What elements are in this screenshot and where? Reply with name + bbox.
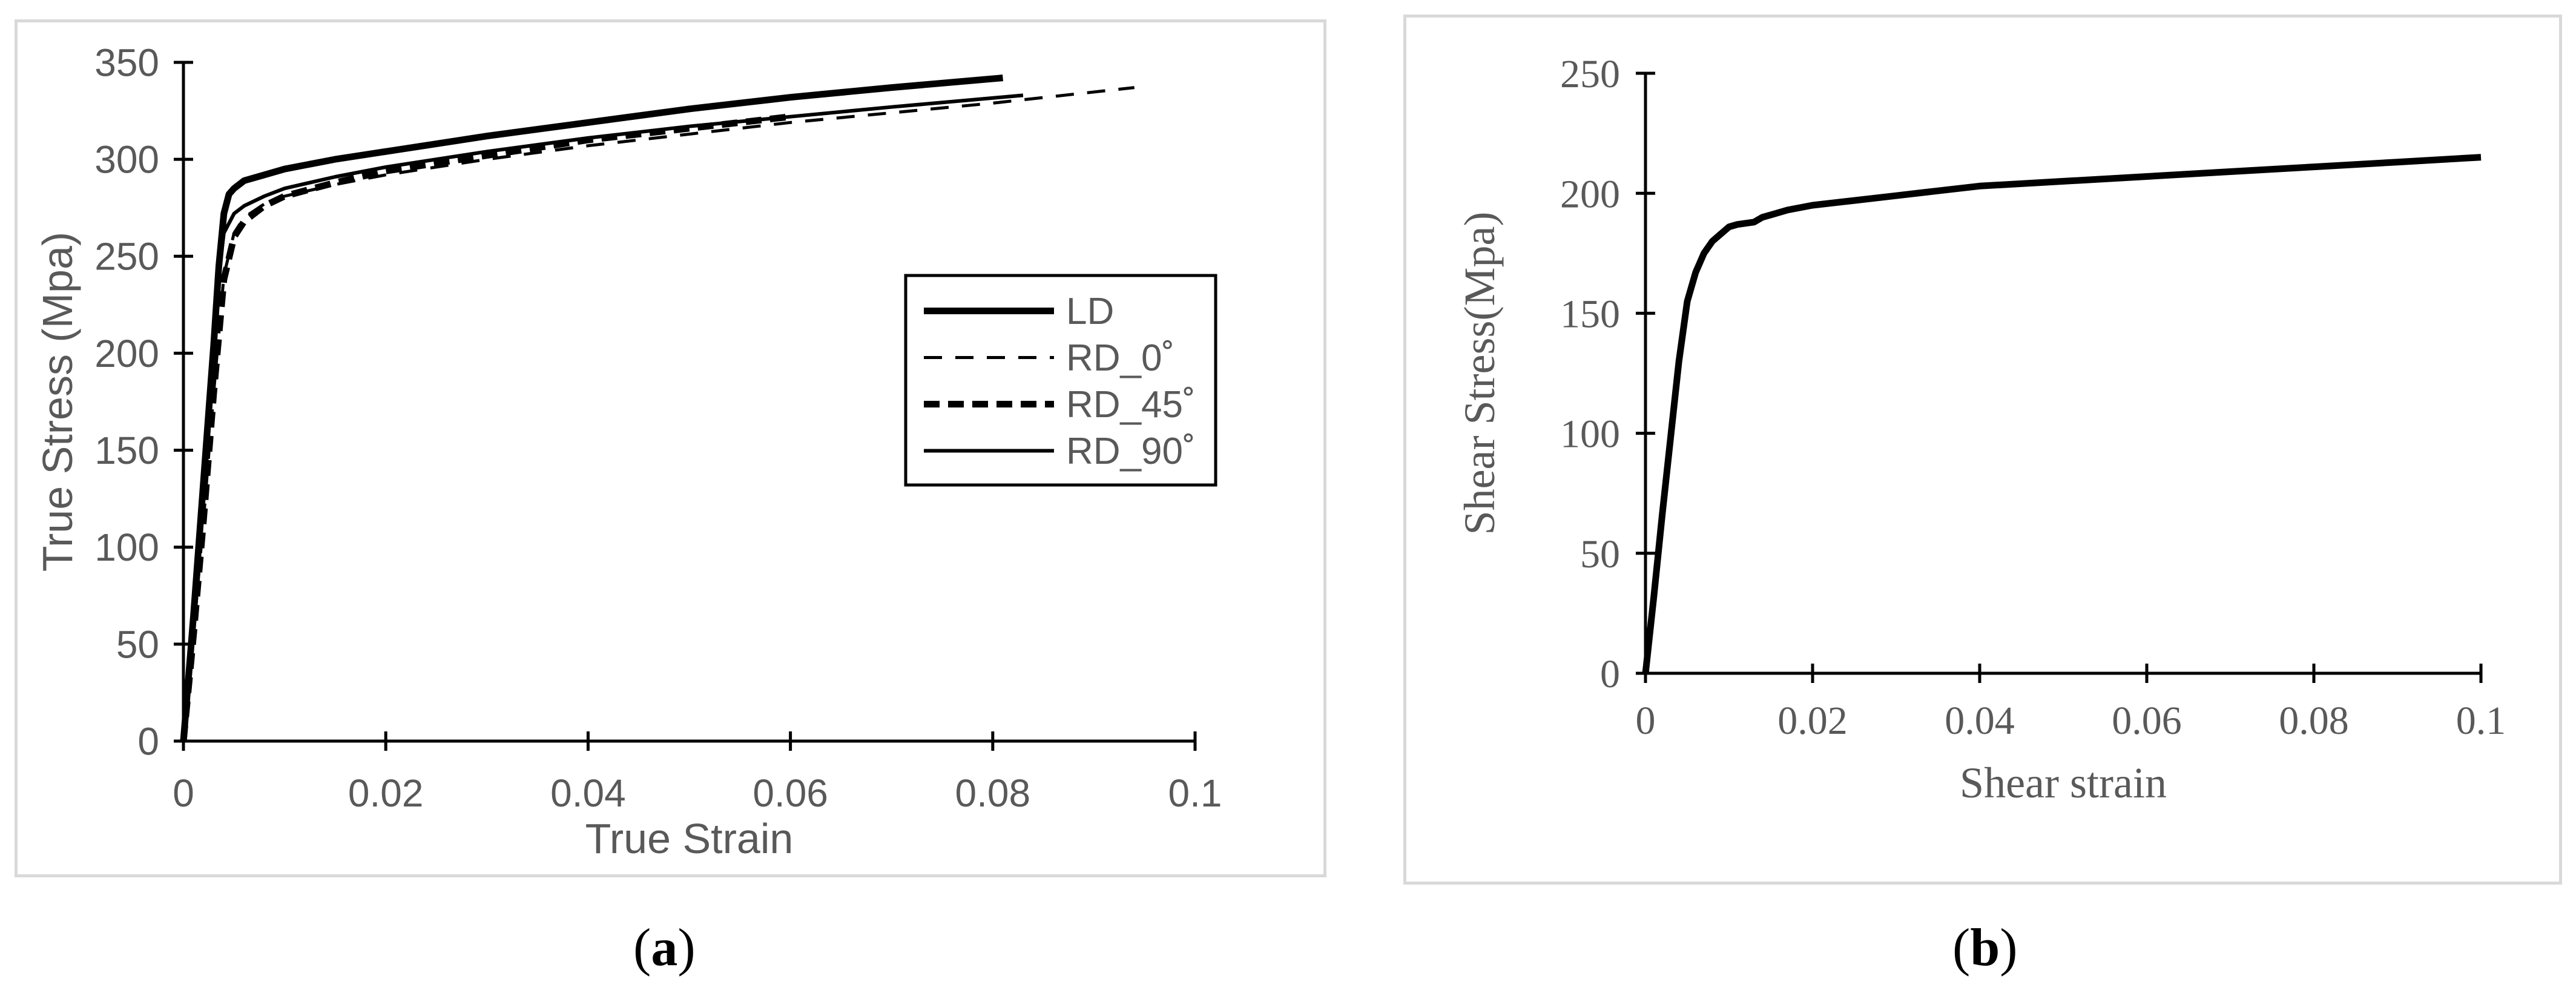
series-line-rd-90- [182, 93, 1024, 742]
chart-a-svg: 0 0.02 0.04 0.06 0.08 0.1 0 50 100 150 200 250 300 35… [34, 41, 1222, 862]
caption-b: (b) [1952, 918, 2018, 977]
x-axis-title: Shear strain [1960, 759, 2167, 807]
legend-label: RD_90˚ [1066, 430, 1196, 472]
x-tick-label: 0.06 [2112, 699, 2182, 743]
legend-label: LD [1066, 291, 1114, 332]
y-axis-title: True Stress (Mpa) [34, 232, 81, 572]
y-tick-label: 150 [1560, 292, 1620, 337]
x-tick-label: 0.04 [550, 771, 626, 815]
legend-label: RD_45˚ [1066, 384, 1196, 426]
y-axis-title: Shear Stress(Mpa) [1455, 212, 1504, 535]
y-tick-label: 0 [1600, 652, 1620, 696]
x-tick-label: 0.04 [1945, 699, 2015, 743]
y-tick-label: 250 [94, 235, 159, 279]
series-line-rd-45- [180, 113, 791, 742]
y-tick-label: 50 [1580, 532, 1620, 576]
y-tick-label: 150 [94, 429, 159, 472]
chart-b-svg: 0 0.02 0.04 0.06 0.08 0.1 0 50 100 150 200 250 Shear… [1455, 52, 2506, 807]
x-tick-label: 0.02 [1777, 699, 1848, 743]
x-tick-label: 0 [1636, 699, 1656, 743]
y-tick-label: 350 [94, 41, 159, 84]
caption-a-letter: a [651, 918, 678, 977]
y-tick-label: 0 [137, 719, 159, 763]
x-axis-title: True Strain [585, 815, 794, 862]
y-tick-label: 100 [94, 526, 159, 569]
y-tick-label: 250 [1560, 52, 1620, 96]
x-tick-label: 0.1 [1168, 771, 1222, 815]
caption-a: (a) [633, 918, 696, 977]
x-tick-label: 0.08 [955, 771, 1031, 815]
caption-b-letter: b [1970, 918, 2000, 977]
y-tick-label: 200 [94, 332, 159, 375]
x-tick-label: 0.08 [2279, 699, 2349, 743]
x-tick-label: 0.02 [348, 771, 424, 815]
chart-panel-a: 0 0.02 0.04 0.06 0.08 0.1 0 50 100 150 200 250 300 35… [15, 19, 1326, 877]
x-tick-label: 0 [173, 771, 194, 815]
legend-label: RD_0˚ [1066, 337, 1174, 379]
y-tick-label: 50 [116, 622, 159, 666]
y-tick-label: 100 [1560, 412, 1620, 457]
series-line-ld [180, 74, 1003, 742]
x-tick-label: 0.1 [2456, 699, 2506, 743]
x-tick-label: 0.06 [753, 771, 828, 815]
y-tick-label: 200 [1560, 172, 1620, 216]
y-tick-label: 300 [94, 138, 159, 182]
series-line-0 [1642, 154, 2482, 674]
chart-panel-b: 0 0.02 0.04 0.06 0.08 0.1 0 50 100 150 200 250 Shear… [1403, 15, 2562, 885]
